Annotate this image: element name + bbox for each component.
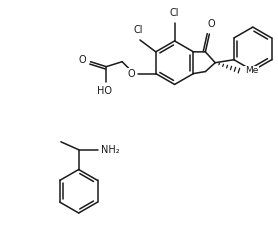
Text: HO: HO — [97, 86, 112, 97]
Text: Cl: Cl — [133, 25, 143, 35]
Text: O: O — [127, 68, 135, 78]
Text: NH₂: NH₂ — [101, 145, 120, 155]
Text: Me: Me — [245, 66, 258, 75]
Text: O: O — [208, 19, 215, 29]
Text: Cl: Cl — [170, 8, 179, 18]
Text: O: O — [79, 55, 86, 65]
